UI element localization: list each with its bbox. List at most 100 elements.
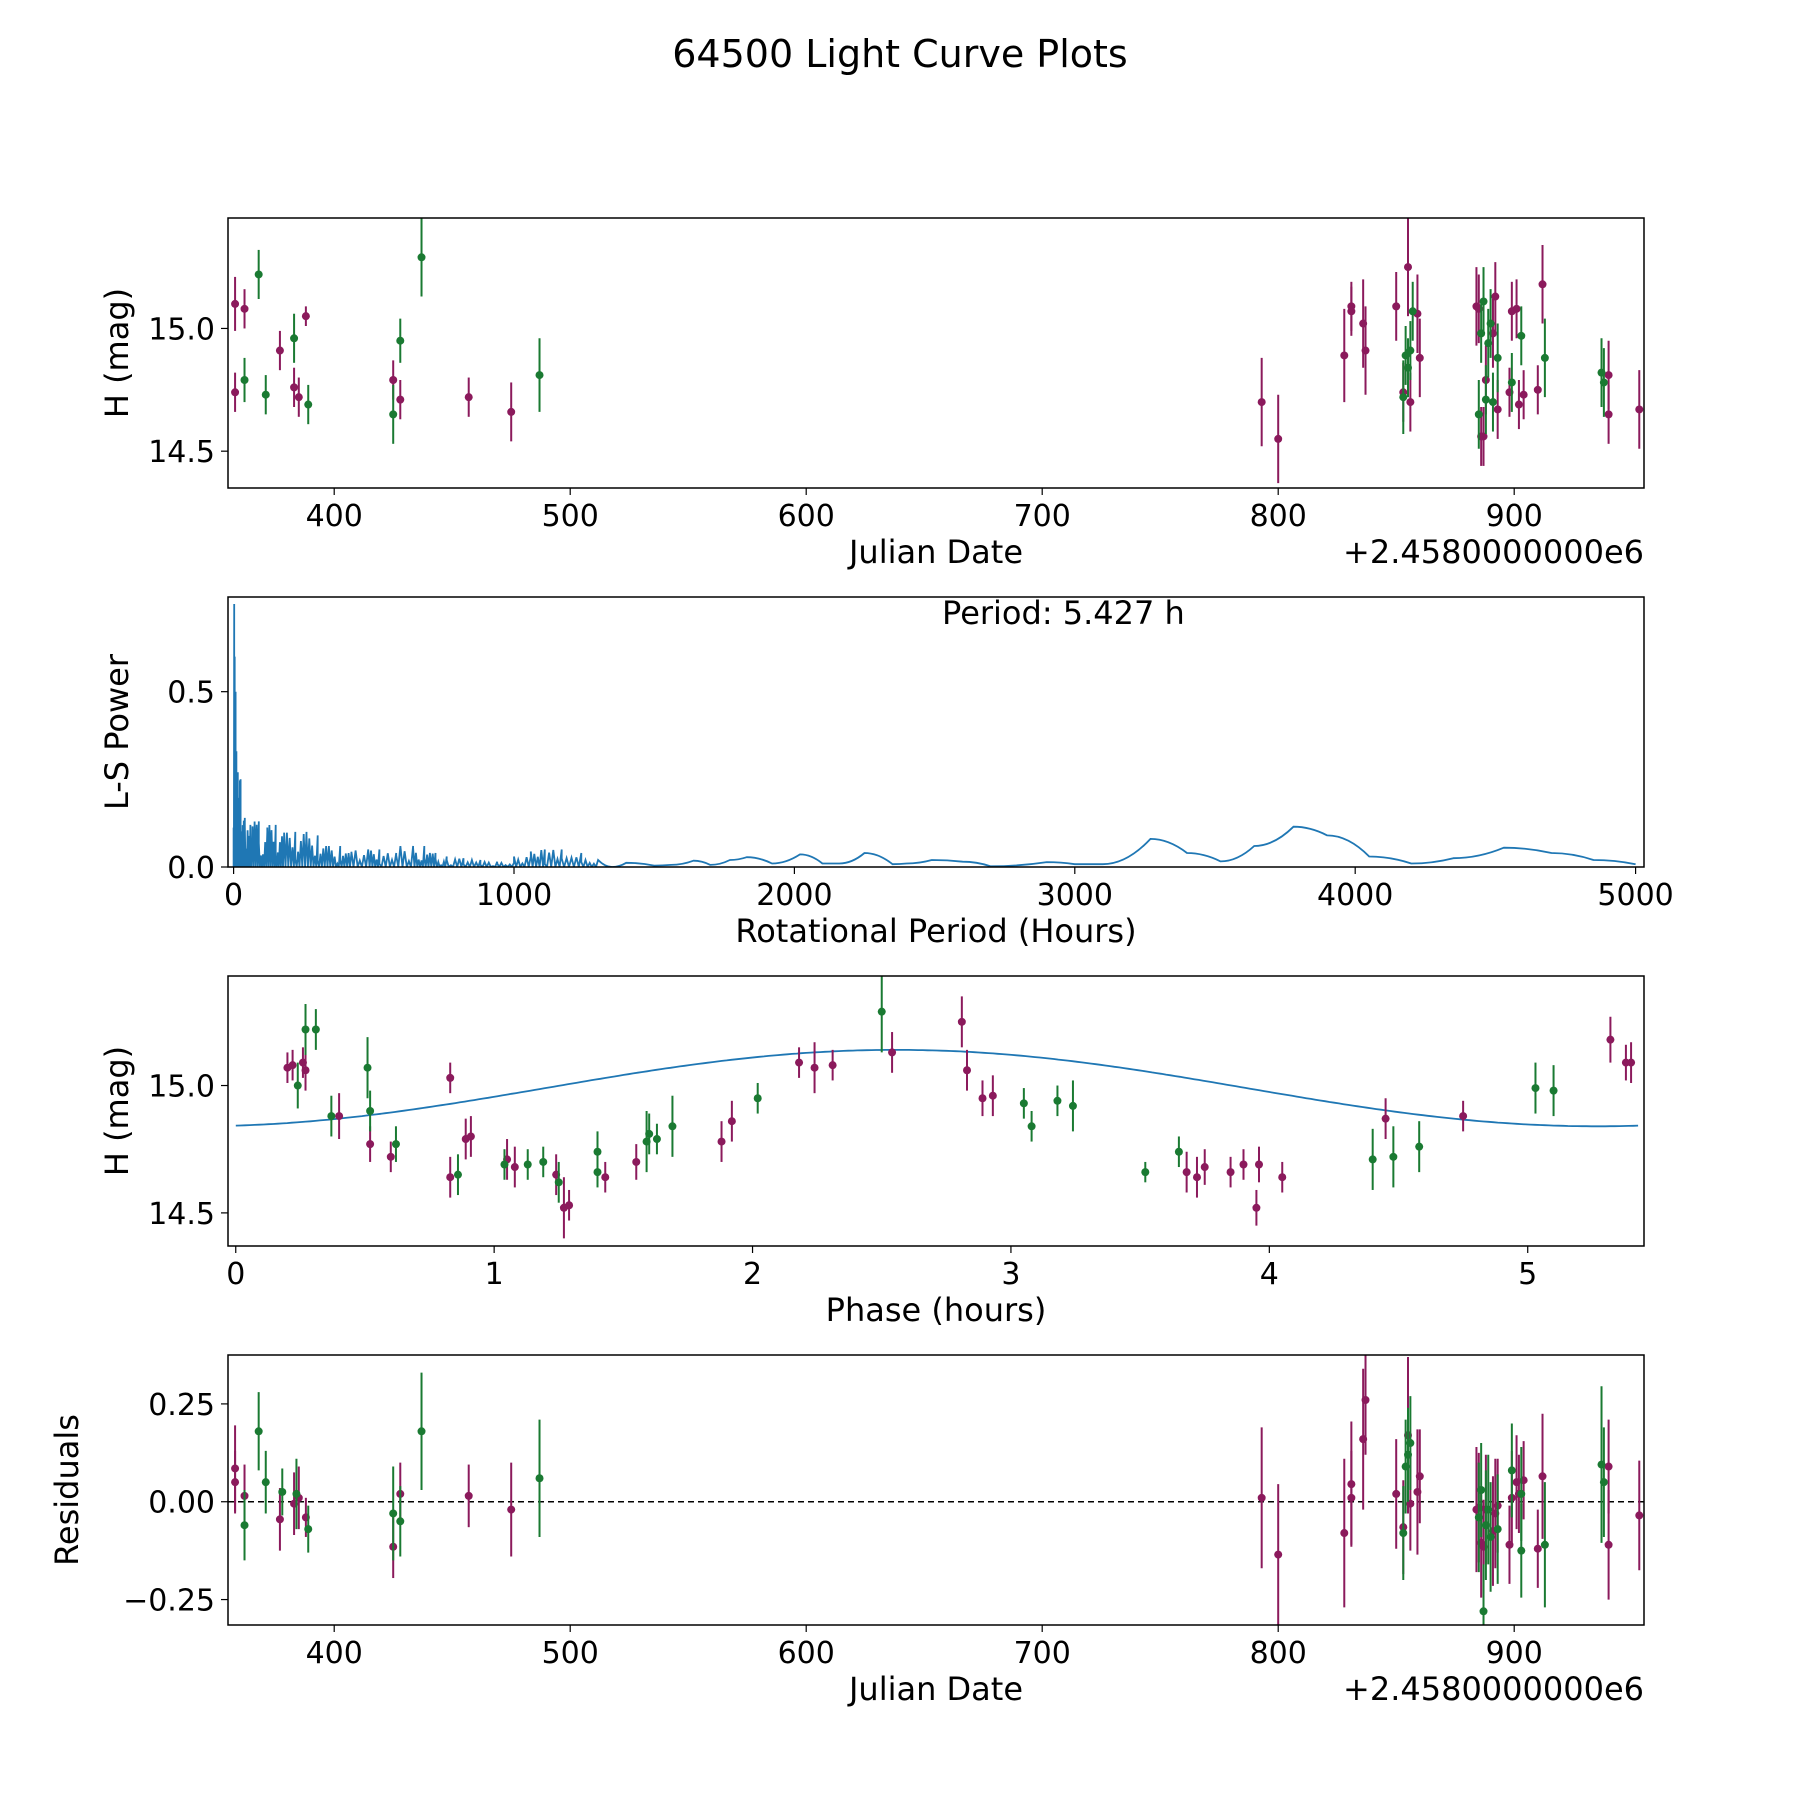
residuals-ytick-label: −0.25 bbox=[123, 1584, 215, 1619]
phase-folded-point-g bbox=[1174, 1147, 1183, 1156]
residuals-point-r bbox=[1340, 1529, 1349, 1538]
phase-folded-point-g bbox=[1141, 1168, 1150, 1177]
light-curve-frame bbox=[227, 217, 1645, 489]
phase-folded-point-g bbox=[753, 1094, 762, 1103]
light-curve-ytick-label: 14.5 bbox=[148, 435, 215, 470]
phase-folded-point-r bbox=[1381, 1114, 1390, 1123]
phase-folded-xtick-label: 1 bbox=[485, 1257, 504, 1292]
phase-folded-ytick-label: 14.5 bbox=[148, 1197, 215, 1232]
light-curve-point-r bbox=[1538, 280, 1547, 289]
phase-folded-point-g bbox=[293, 1081, 302, 1090]
phase-folded-point-g bbox=[311, 1025, 320, 1034]
residuals-point-r bbox=[1533, 1544, 1542, 1553]
light-curve-point-r bbox=[1274, 434, 1283, 443]
phase-folded-point-g bbox=[593, 1147, 602, 1156]
light-curve-point-r bbox=[294, 393, 303, 402]
periodogram-axes bbox=[221, 596, 1645, 874]
phase-folded-point-g bbox=[523, 1160, 532, 1169]
phase-folded-point-r bbox=[1278, 1173, 1287, 1182]
phase-folded-point-r bbox=[601, 1173, 610, 1182]
light-curve-point-r bbox=[396, 395, 405, 404]
periodogram-ytick-label: 0.0 bbox=[167, 851, 215, 886]
phase-folded-point-g bbox=[327, 1112, 336, 1121]
phase-folded-point-r bbox=[1254, 1160, 1263, 1169]
phase-folded-point-r bbox=[335, 1112, 344, 1121]
residuals-frame bbox=[227, 1354, 1645, 1626]
periodogram-series-line bbox=[232, 603, 1636, 867]
phase-folded-point-g bbox=[652, 1135, 661, 1144]
light-curve-point-r bbox=[1533, 385, 1542, 394]
residuals-xtick-label: 600 bbox=[778, 1636, 835, 1671]
phase-folded-xlabel: Phase (hours) bbox=[826, 1291, 1047, 1329]
residuals-point-g bbox=[389, 1509, 398, 1518]
phase-folded-point-r bbox=[510, 1163, 519, 1172]
residuals-point-r bbox=[464, 1491, 473, 1500]
light-curve-xtick-label: 400 bbox=[306, 499, 363, 534]
phase-folded-point-r bbox=[301, 1066, 310, 1075]
phase-folded-point-g bbox=[1415, 1142, 1424, 1151]
phase-folded-point-g bbox=[391, 1140, 400, 1149]
phase-folded-xtick-label: 3 bbox=[1001, 1257, 1020, 1292]
phase-folded-point-r bbox=[727, 1117, 736, 1126]
light-curve-point-r bbox=[1604, 410, 1613, 419]
phase-folded-point-g bbox=[366, 1107, 375, 1115]
light-curve-ylabel: H (mag) bbox=[98, 288, 136, 418]
phase-folded-point-r bbox=[828, 1061, 837, 1070]
residuals-point-r bbox=[507, 1505, 516, 1514]
phase-folded-point-g bbox=[593, 1168, 602, 1177]
light-curve-point-g bbox=[240, 376, 249, 384]
light-curve-point-g bbox=[1486, 319, 1495, 328]
phase-folded-point-g bbox=[1389, 1152, 1398, 1161]
phase-folded-frame bbox=[227, 975, 1645, 1247]
phase-folded-point-r bbox=[1459, 1112, 1468, 1121]
residuals-plot-area bbox=[228, 1355, 1644, 1625]
residuals-point-g bbox=[240, 1521, 249, 1530]
phase-folded-point-g bbox=[1368, 1155, 1377, 1164]
phase-folded-point-r bbox=[1239, 1160, 1248, 1169]
light-curve-point-g bbox=[417, 253, 426, 262]
phase-folded-point-g bbox=[301, 1025, 310, 1034]
phase-folded-xtick-label: 0 bbox=[226, 1257, 245, 1292]
periodogram-frame bbox=[227, 596, 1645, 868]
light-curve-point-r bbox=[1479, 432, 1488, 441]
phase-folded-point-r bbox=[795, 1058, 804, 1067]
periodogram-plot-area bbox=[232, 603, 1636, 867]
light-curve-point-r bbox=[1392, 302, 1401, 311]
light-curve-point-g bbox=[396, 336, 405, 345]
light-curve-ytick-label: 15.0 bbox=[148, 312, 215, 347]
residuals-point-g bbox=[1507, 1466, 1516, 1475]
phase-folded-plot-area bbox=[235, 976, 1639, 1239]
phase-folded-point-r bbox=[1627, 1058, 1636, 1067]
light-curve-xtick-label: 800 bbox=[1250, 499, 1307, 534]
residuals-point-r bbox=[231, 1478, 240, 1487]
phase-folded-xtick-label: 5 bbox=[1518, 1257, 1537, 1292]
phase-folded-point-r bbox=[1252, 1203, 1261, 1212]
light-curve-point-r bbox=[1512, 304, 1521, 313]
phase-folded-point-g bbox=[554, 1178, 563, 1187]
phase-folded-point-r bbox=[288, 1061, 297, 1070]
light-curve-offset-text: +2.4580000000e6 bbox=[1343, 533, 1644, 571]
residuals-xtick-label: 700 bbox=[1014, 1636, 1071, 1671]
periodogram-ylabel: L-S Power bbox=[98, 653, 136, 810]
light-curve-axes bbox=[221, 217, 1645, 495]
light-curve-point-g bbox=[1481, 395, 1490, 404]
phase-folded-ytick-label: 15.0 bbox=[148, 1070, 215, 1105]
phase-folded-point-g bbox=[1549, 1086, 1558, 1095]
phase-folded-model-curve bbox=[235, 1049, 1639, 1128]
residuals-offset-text: +2.4580000000e6 bbox=[1343, 1670, 1644, 1708]
residuals-point-g bbox=[1517, 1546, 1526, 1555]
phase-folded-point-r bbox=[810, 1063, 819, 1072]
light-curve-point-r bbox=[240, 304, 249, 313]
light-curve-point-g bbox=[1540, 353, 1549, 362]
residuals-ytick-label: 0.25 bbox=[148, 1388, 215, 1423]
residuals-point-g bbox=[1399, 1529, 1408, 1538]
phase-folded-point-g bbox=[1068, 1101, 1077, 1110]
phase-folded-point-r bbox=[978, 1094, 987, 1103]
periodogram-xtick-label: 5000 bbox=[1597, 878, 1673, 913]
light-curve-point-r bbox=[1415, 353, 1424, 362]
phase-folded-point-r bbox=[446, 1173, 455, 1182]
periodogram-xtick-label: 4000 bbox=[1317, 878, 1393, 913]
phase-folded-axes bbox=[221, 975, 1645, 1253]
residuals-xtick-label: 900 bbox=[1486, 1636, 1543, 1671]
